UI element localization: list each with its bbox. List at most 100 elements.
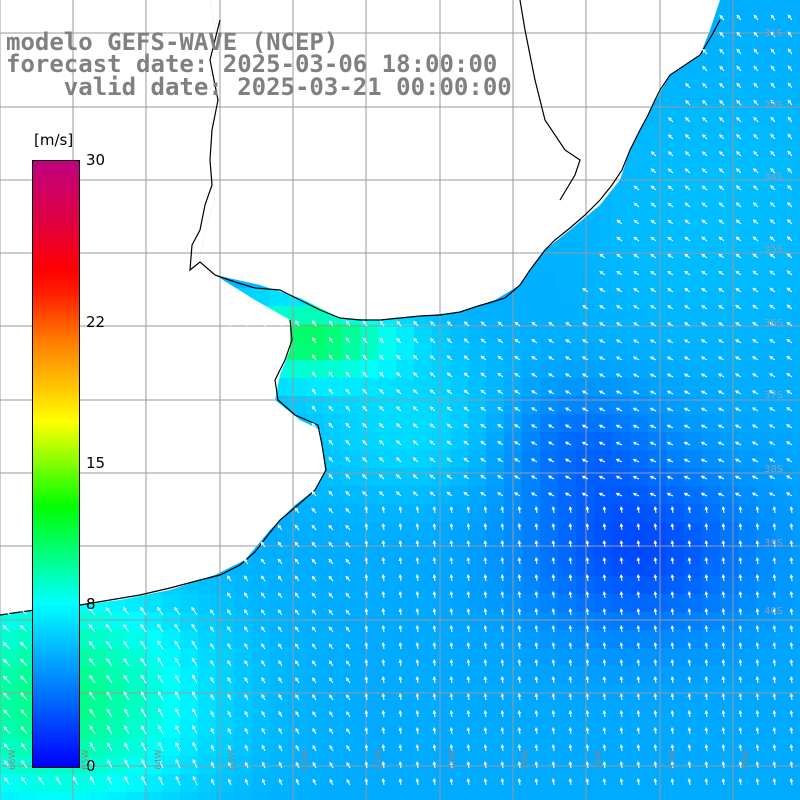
wind-vector-arrow — [480, 458, 487, 463]
wind-vector-arrow — [548, 322, 555, 327]
wind-vector-arrow — [278, 710, 283, 718]
wind-vector-arrow — [381, 523, 386, 531]
wind-vector-arrow — [667, 168, 674, 174]
field-cell — [756, 540, 775, 559]
wind-vector-arrow — [483, 625, 488, 633]
field-cell — [126, 630, 145, 649]
field-cell — [180, 612, 199, 631]
field-cell — [756, 558, 775, 577]
field-cell — [702, 396, 721, 415]
field-cell — [702, 558, 721, 577]
field-cell — [630, 468, 649, 487]
wind-vector-arrow — [701, 236, 708, 242]
wind-vector-arrow — [328, 388, 334, 395]
wind-vector-arrow — [90, 776, 96, 786]
wind-vector-arrow — [432, 557, 437, 565]
field-cell — [270, 648, 289, 667]
field-cell — [792, 252, 800, 271]
wind-vector-arrow — [738, 710, 743, 718]
wind-vector-arrow — [734, 424, 742, 429]
field-cell — [360, 324, 379, 343]
wind-vector-arrow — [210, 761, 215, 769]
wind-vector-arrow — [772, 608, 777, 616]
wind-vector-arrow — [483, 608, 488, 616]
wind-vector-arrow — [345, 677, 351, 684]
wind-vector-arrow — [568, 608, 573, 616]
wind-vector-arrow — [687, 523, 692, 531]
wind-vector-arrow — [278, 761, 283, 769]
field-cell — [612, 324, 631, 343]
wind-vector-arrow — [517, 608, 522, 616]
field-cell — [756, 162, 775, 181]
field-cell — [162, 648, 181, 667]
wind-vector-arrow — [721, 744, 726, 752]
wind-vector-arrow — [244, 319, 249, 327]
wind-vector-arrow — [735, 236, 742, 242]
wind-vector-arrow — [449, 744, 454, 752]
field-cell — [450, 594, 469, 613]
wind-vector-arrow — [772, 574, 777, 582]
wind-vector-arrow — [585, 625, 590, 633]
field-cell — [234, 594, 253, 613]
wind-vector-arrow — [312, 320, 317, 327]
field-cell — [396, 396, 415, 415]
field-cell — [720, 486, 739, 505]
wind-vector-arrow — [381, 591, 386, 599]
field-cell — [756, 36, 775, 55]
field-cell — [432, 576, 451, 595]
field-cell — [594, 504, 613, 523]
wind-vector-arrow — [770, 31, 776, 38]
wind-vector-arrow — [581, 492, 589, 497]
field-cell — [648, 324, 667, 343]
wind-vector-arrow — [755, 710, 760, 718]
field-cell — [252, 630, 271, 649]
field-cell — [450, 324, 469, 343]
wind-vector-arrow — [500, 727, 505, 735]
wind-vector-arrow — [329, 320, 334, 327]
wind-vector-arrow — [717, 407, 725, 412]
field-cell — [360, 576, 379, 595]
wind-vector-arrow — [632, 441, 640, 446]
wind-vector-arrow — [500, 523, 505, 531]
field-cell — [594, 540, 613, 559]
field-cell — [108, 630, 127, 649]
wind-vector-arrow — [328, 592, 334, 599]
field-cell — [648, 288, 667, 307]
wind-vector-arrow — [157, 657, 164, 667]
field-cell — [594, 558, 613, 577]
wind-vector-arrow — [585, 574, 590, 582]
wind-vector-arrow — [666, 458, 674, 463]
wind-vector-arrow — [548, 356, 555, 361]
wind-vector-arrow — [398, 761, 403, 769]
wind-vector-arrow — [90, 759, 96, 769]
field-cell — [684, 648, 703, 667]
field-cell — [648, 486, 667, 505]
wind-vector-arrow — [432, 761, 437, 769]
field-cell — [720, 144, 739, 163]
field-cell — [684, 540, 703, 559]
field-cell — [396, 360, 415, 379]
wind-vector-arrow — [751, 458, 759, 463]
wind-vector-arrow — [636, 540, 641, 548]
field-cell — [288, 522, 307, 541]
wind-vector-arrow — [415, 540, 420, 548]
wind-vector-arrow — [753, 14, 759, 21]
wind-vector-arrow — [328, 660, 334, 667]
wind-vector-arrow — [328, 643, 334, 650]
field-cell — [396, 522, 415, 541]
wind-vector-arrow — [702, 48, 708, 55]
wind-vector-arrow — [260, 524, 266, 531]
wind-vector-arrow — [751, 390, 759, 395]
field-cell — [702, 378, 721, 397]
field-cell — [324, 342, 343, 361]
wind-vector-arrow — [20, 742, 28, 752]
field-cell — [774, 0, 793, 19]
wind-vector-arrow — [602, 761, 607, 769]
field-cell — [234, 576, 253, 595]
wind-vector-arrow — [736, 65, 742, 72]
field-cell — [468, 432, 487, 451]
field-cell — [684, 522, 703, 541]
wind-vector-arrow — [700, 441, 708, 446]
field-cell — [468, 792, 487, 800]
wind-vector-arrow — [666, 339, 674, 344]
